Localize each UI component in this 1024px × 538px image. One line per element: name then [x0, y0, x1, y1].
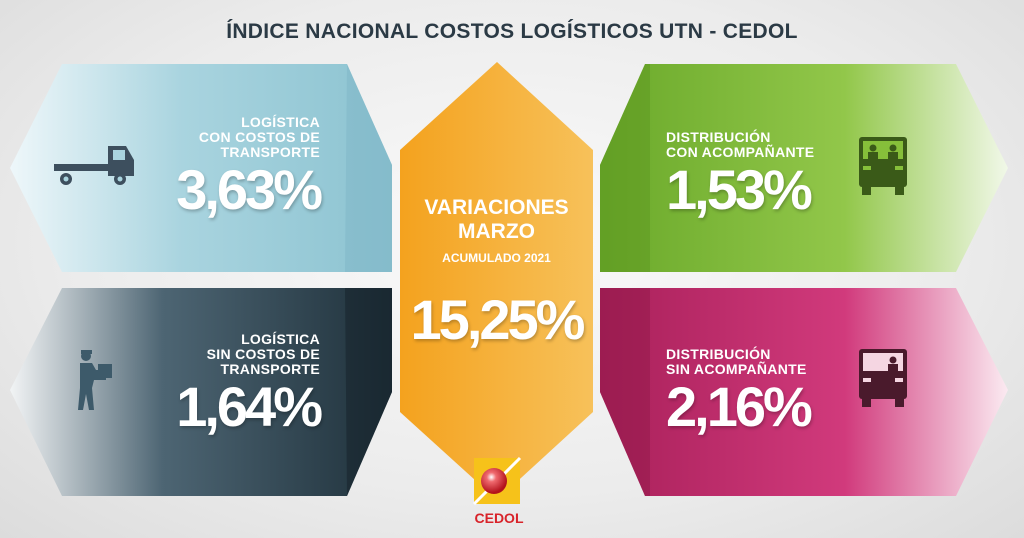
page-title: ÍNDICE NACIONAL COSTOS LOGÍSTICOS UTN - …	[226, 20, 798, 43]
card-bottom-left-label-3: TRANSPORTE	[220, 361, 320, 377]
card-top-left: LOGÍSTICA CON COSTOS DE TRANSPORTE 3,63%	[170, 114, 323, 221]
card-top-left-label-1: LOGÍSTICA	[241, 114, 320, 130]
card-top-left-value: 3,63%	[176, 158, 323, 221]
card-bottom-right-label-2: SIN ACOMPAÑANTE	[666, 361, 807, 377]
delivery-person-icon	[78, 350, 112, 410]
card-top-right-label-1: DISTRIBUCIÓN	[666, 129, 771, 145]
truck-front-one-person-icon	[859, 349, 907, 407]
center-value: 15,25%	[410, 288, 586, 351]
card-bottom-right: DISTRIBUCIÓN SIN ACOMPAÑANTE 2,16%	[666, 347, 846, 437]
card-bottom-left-label-2: SIN COSTOS DE	[206, 346, 320, 362]
card-bottom-right-label-1: DISTRIBUCIÓN	[666, 346, 771, 362]
card-top-left-label-3: TRANSPORTE	[220, 144, 320, 160]
card-top-right-label-2: CON ACOMPAÑANTE	[666, 144, 815, 160]
card-top-left-label-2: CON COSTOS DE	[198, 129, 320, 145]
card-top-left-shape	[10, 64, 392, 272]
cedol-logo-mark	[472, 456, 522, 506]
card-top-right-shape	[600, 64, 1008, 272]
card-bottom-left-shape	[10, 288, 392, 496]
card-top-right-value: 1,53%	[666, 158, 813, 221]
center-heading-1: VARIACIONES	[424, 196, 569, 219]
card-bottom-left: LOGÍSTICA SIN COSTOS DE TRANSPORTE 1,64%	[170, 331, 323, 438]
center-heading-2: MARZO	[458, 220, 535, 243]
truck-icon	[54, 146, 134, 185]
card-top-right: DISTRIBUCIÓN CON ACOMPAÑANTE 1,53%	[666, 130, 846, 220]
card-bottom-right-shape	[600, 288, 1008, 496]
card-bottom-right-value: 2,16%	[666, 375, 813, 438]
center-subheading: ACUMULADO 2021	[442, 251, 551, 265]
cedol-logo-text: CEDOL	[474, 510, 524, 526]
truck-front-two-people-icon	[859, 137, 907, 195]
card-bottom-left-value: 1,64%	[176, 375, 323, 438]
center-block: VARIACIONES MARZO ACUMULADO 2021 15,25%	[400, 196, 593, 350]
card-bottom-left-label-1: LOGÍSTICA	[241, 331, 320, 347]
center-hexagon	[400, 62, 593, 500]
